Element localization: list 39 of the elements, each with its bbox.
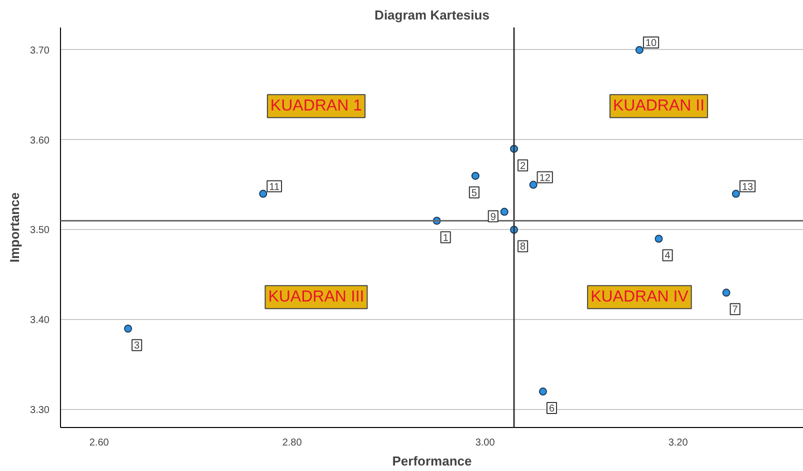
x-axis-title: Performance: [392, 454, 472, 468]
annotation: 11: [269, 182, 280, 193]
annotation: 7: [732, 304, 738, 316]
annotation: KUADRAN II: [612, 98, 705, 115]
annotation: 2: [520, 160, 526, 172]
annotation: 1: [442, 232, 449, 244]
x-tick-label: 3.00: [475, 438, 496, 448]
point: [538, 388, 547, 396]
point: [732, 190, 740, 198]
annotation: 4: [664, 250, 671, 262]
point: [529, 180, 538, 189]
point: [722, 288, 730, 297]
point: [500, 208, 508, 216]
point: [124, 324, 132, 333]
annotation: 3: [134, 340, 140, 352]
y-tick-label: 3.40: [30, 315, 50, 326]
annotation: KUADRAN III: [268, 288, 364, 306]
annotation: 5: [471, 188, 478, 199]
annotation: 13: [742, 182, 754, 193]
annotation: 6: [548, 404, 555, 415]
annotation: 12: [539, 172, 551, 184]
y-tick-label: 3.70: [30, 45, 50, 56]
point: [654, 234, 663, 243]
annotation: 9: [490, 212, 496, 223]
annotation: KUADRAN IV: [590, 288, 689, 306]
chart-title: Diagram Kartesius: [374, 8, 490, 22]
point: [471, 172, 480, 180]
x-tick-label: 2.60: [89, 438, 110, 448]
annotation: 10: [645, 38, 658, 49]
x-tick-label: 3.20: [668, 438, 688, 448]
point: [635, 46, 644, 54]
annotation: 8: [520, 242, 526, 253]
y-axis-title: Importance: [7, 192, 22, 263]
x-tick-label: 2.80: [282, 438, 302, 448]
y-tick-label: 3.60: [30, 135, 50, 146]
y-tick-label: 3.30: [30, 405, 50, 416]
annotation: KUADRAN 1: [270, 98, 362, 115]
point: [259, 190, 268, 198]
y-tick-label: 3.50: [30, 225, 50, 236]
